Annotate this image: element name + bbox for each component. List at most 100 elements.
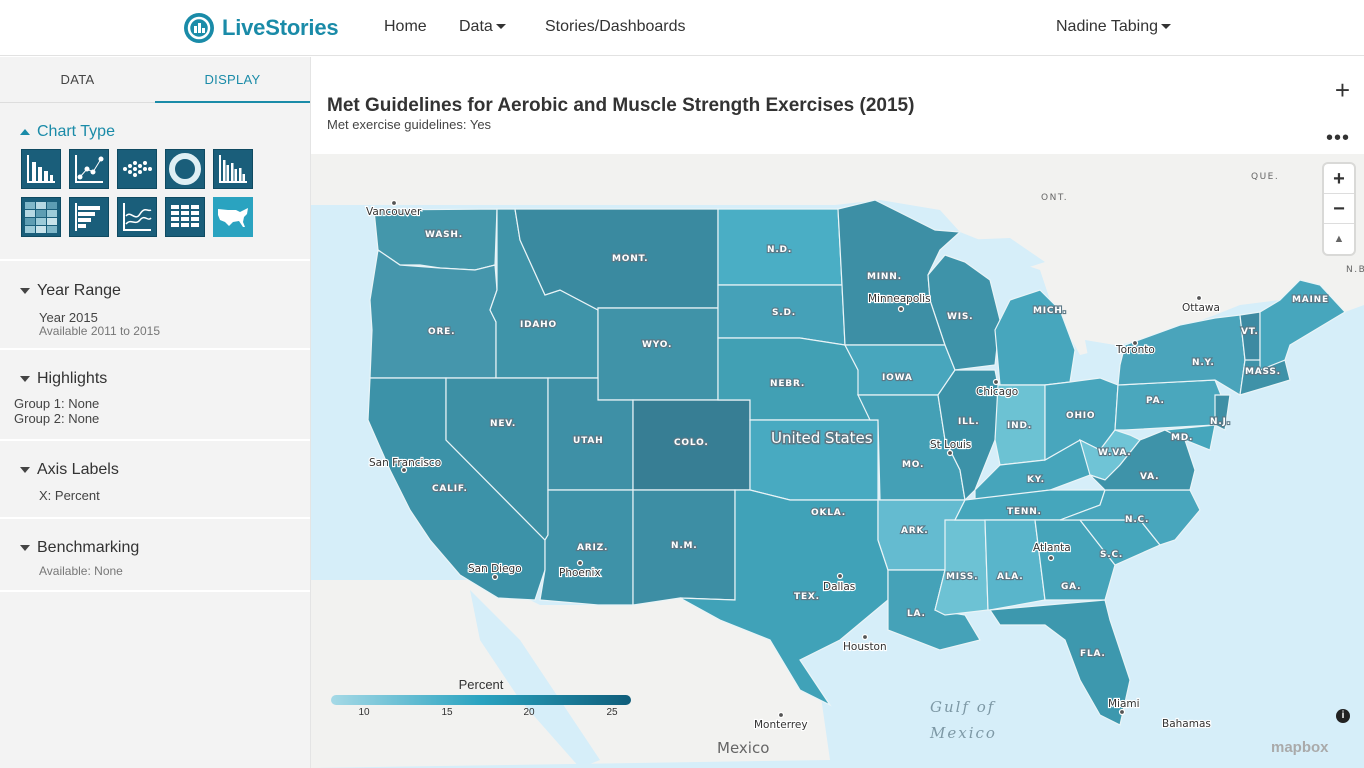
chart-type-header[interactable]: Chart Type [20,123,115,141]
chevron-down-icon [1161,24,1172,30]
donut-chart-icon [169,153,201,185]
state-label: IDAHO [520,320,557,330]
highlights-title: Highlights [37,370,108,387]
city-label: Dallas [823,581,855,593]
year-range-available: Available 2011 to 2015 [39,324,160,338]
state-label: TENN. [1007,507,1042,517]
state-region[interactable] [984,519,1046,611]
more-options-icon[interactable]: ••• [1325,127,1350,149]
state-label: IOWA [882,373,913,383]
heatmap-button[interactable] [21,197,61,237]
city-label: Chicago [976,386,1018,398]
axis-x-label: X: Percent [39,488,100,503]
city-marker-icon [1195,294,1203,302]
nav-data-dropdown[interactable]: Data [459,18,506,36]
city-label: Houston [843,641,887,653]
mexico-land [311,580,830,768]
legend-tick: 15 [441,707,453,718]
state-label: ALA. [997,572,1023,582]
table-button[interactable] [165,197,205,237]
dot-plot-button[interactable] [117,149,157,189]
donut-chart-button[interactable] [165,149,205,189]
state-label: IND. [1007,421,1032,431]
city-marker-icon [992,378,1000,386]
table-icon [171,205,199,227]
state-labels: WASH. ORE. CALIF. IDAHO NEV. MONT. WYO. … [424,229,1329,660]
map-zoom-controls: + − ▲ [1324,164,1354,254]
svg-text:Mexico: Mexico [717,739,769,757]
state-region[interactable] [1162,424,1216,451]
state-label: MD. [1171,433,1193,443]
state-region[interactable] [1059,489,1201,546]
state-label: LA. [907,609,926,619]
state-region[interactable] [597,307,719,401]
legend-title: Percent [458,677,504,692]
state-label: N.C. [1125,515,1149,525]
mapbox-logo[interactable]: mapbox [1271,739,1329,756]
legend-tick: 20 [523,707,535,718]
zoom-out-button[interactable]: − [1324,194,1354,224]
highlights-section: Highlights Group 1: None Group 2: None [0,350,310,441]
state-label: NEBR. [770,379,805,389]
state-region[interactable] [369,248,498,379]
line-chart-button[interactable] [117,197,157,237]
legend-tick: 25 [606,707,618,718]
nav-data-label: Data [459,18,493,35]
scatter-chart-button[interactable] [69,149,109,189]
main-panel: Met Guidelines for Aerobic and Muscle St… [311,57,1364,768]
state-label: N.Y. [1192,358,1215,368]
chevron-up-icon [20,129,30,135]
state-label: ORE. [428,327,455,337]
benchmarking-available: Available: None [39,564,123,578]
bar-chart-button[interactable] [69,197,109,237]
year-range-header[interactable]: Year Range [20,282,121,300]
state-label: GA. [1061,582,1081,592]
state-label: S.D. [772,308,796,318]
sidebar: DATA DISPLAY Chart Type [0,57,311,768]
top-navbar: LiveStories Home Data Stories/Dashboards… [0,0,1364,56]
state-label: N.D. [767,245,792,255]
states-layer [367,199,1346,726]
state-label: ILL. [958,417,979,427]
state-region[interactable] [1259,279,1346,371]
state-region[interactable] [679,489,889,707]
state-region[interactable] [1114,379,1226,431]
highlights-header[interactable]: Highlights [20,370,107,388]
zoom-in-button[interactable]: + [1324,164,1354,194]
grouped-column-chart-button[interactable] [213,149,253,189]
livestories-logo[interactable]: LiveStories [183,11,339,45]
nav-stories-link[interactable]: Stories/Dashboards [545,18,686,35]
us-states-map: WASH. ORE. CALIF. IDAHO NEV. MONT. WYO. … [311,154,1364,768]
benchmarking-header[interactable]: Benchmarking [20,539,139,557]
add-icon[interactable]: + [1334,75,1350,105]
state-region[interactable] [988,599,1131,726]
city-marker-icon [1131,339,1139,347]
chevron-down-icon [20,376,30,382]
state-label: WYO. [642,340,672,350]
svg-text:ONT.: ONT. [1041,193,1068,203]
state-label: MINN. [867,272,902,282]
state-label: ARK. [901,526,929,536]
state-region[interactable] [1214,394,1231,431]
state-label: WASH. [425,230,463,240]
svg-text:QUE.: QUE. [1251,172,1279,182]
benchmarking-title: Benchmarking [37,539,140,556]
tab-data[interactable]: DATA [60,72,95,87]
us-map-button[interactable] [213,197,253,237]
user-menu[interactable]: Nadine Tabing [1056,18,1172,36]
svg-text:Mexico: Mexico [929,724,997,742]
axis-labels-header[interactable]: Axis Labels [20,461,119,479]
tab-display[interactable]: DISPLAY [155,57,310,103]
state-label: OHIO [1066,411,1095,421]
compass-button[interactable]: ▲ [1333,233,1345,245]
chevron-down-icon [495,24,506,30]
info-icon[interactable]: i [1336,709,1350,723]
state-label: WIS. [947,312,973,322]
chart-type-title: Chart Type [37,123,115,140]
state-region[interactable] [844,344,956,396]
chevron-down-icon [20,545,30,551]
city-label: Bahamas [1162,718,1211,730]
choropleth-map[interactable]: WASH. ORE. CALIF. IDAHO NEV. MONT. WYO. … [311,154,1364,768]
column-chart-button[interactable] [21,149,61,189]
nav-home-link[interactable]: Home [384,18,427,35]
